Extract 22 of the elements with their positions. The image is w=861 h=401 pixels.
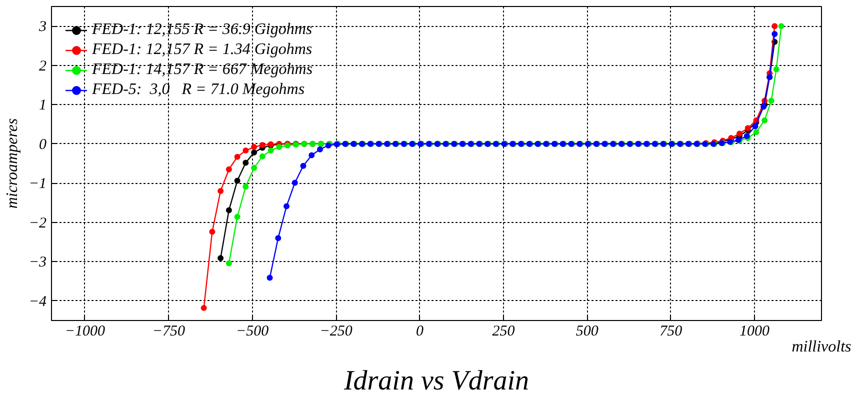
x-tick-label: 250	[492, 324, 516, 340]
y-tick-label: 1	[39, 98, 46, 114]
x-tick-label: 1000	[740, 324, 770, 340]
y-axis-title: microamperes	[4, 118, 21, 209]
x-axis-title: millivolts	[792, 338, 852, 356]
x-tick-label: 500	[576, 324, 599, 340]
y-tick-label: −2	[28, 215, 47, 232]
y-tick-label: 3	[38, 19, 46, 36]
y-tick-label: 2	[39, 58, 47, 74]
y-tick-label: 0	[39, 136, 47, 153]
text: Idrain vs Vdrain	[342, 366, 530, 396]
y-tick-label: −4	[28, 294, 47, 310]
legend-label: FED-1: 12,157 R = 1.34 Gigohms	[92, 41, 312, 59]
legend-label: FED-1: 14,157 R = 667 Megohms	[92, 61, 313, 79]
x-tick-label: −250	[320, 324, 353, 340]
x-tick-label: −750	[152, 324, 186, 340]
x-tick-label: 0	[416, 324, 424, 340]
y-tick-label: −1	[28, 176, 47, 192]
x-tick-label: −1000	[64, 324, 106, 340]
x-tick-label: −500	[236, 324, 270, 340]
x-tick-label: 750	[660, 324, 683, 340]
y-tick-label: −3	[28, 254, 47, 271]
